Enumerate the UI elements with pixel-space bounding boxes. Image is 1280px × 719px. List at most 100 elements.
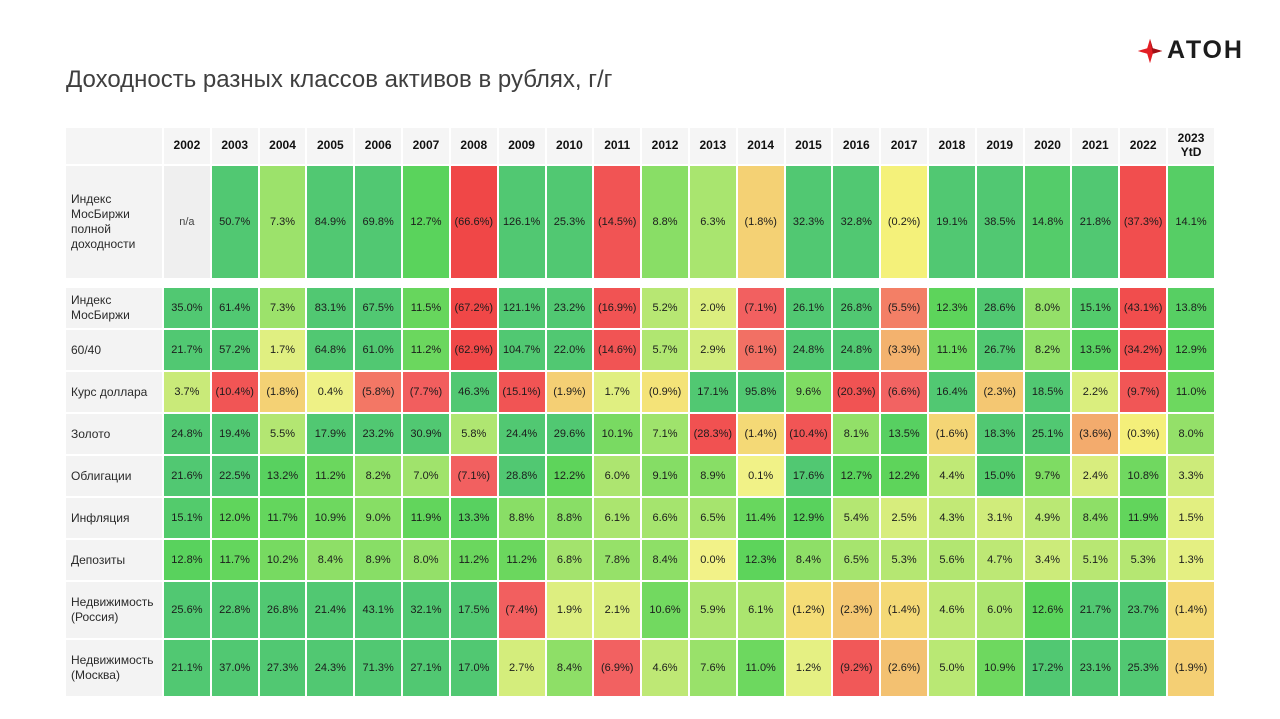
heatmap-cell: (6.6%) (881, 372, 927, 412)
heatmap-cell: 12.6% (1024, 582, 1071, 638)
heatmap-cell: 22.5% (211, 456, 258, 496)
heatmap-cell: 11.2% (498, 540, 545, 580)
heatmap-cell: 28.6% (976, 288, 1023, 328)
heatmap-cell: 5.6% (929, 540, 975, 580)
heatmap-cell: 11.9% (1120, 498, 1167, 538)
heatmap-cell: (1.8%) (737, 166, 784, 278)
heatmap-cell: 6.0% (976, 582, 1023, 638)
heatmap-cell: 69.8% (355, 166, 402, 278)
column-header: 2019 (976, 128, 1023, 164)
brand-name: АТОН (1167, 36, 1244, 64)
column-header: 2021 (1072, 128, 1119, 164)
heatmap-cell: (66.6%) (450, 166, 497, 278)
heatmap-cell: 3.7% (164, 372, 210, 412)
heatmap-cell: 6.1% (737, 582, 784, 638)
heatmap-cell: 84.9% (307, 166, 354, 278)
heatmap-cell: (7.7%) (403, 372, 449, 412)
heatmap-cell: 11.0% (1168, 372, 1214, 412)
column-header: 2010 (546, 128, 593, 164)
heatmap-cell: (7.4%) (498, 582, 545, 638)
table-row: Недвижимость (Москва) 21.1% 37.0% 27.3% 24.3… (66, 640, 1214, 696)
column-header: 2017 (881, 128, 927, 164)
row-label: 60/40 (66, 330, 162, 370)
heatmap-cell: (3.3%) (881, 330, 927, 370)
heatmap-cell: 24.8% (785, 330, 832, 370)
column-header: 2014 (737, 128, 784, 164)
heatmap-cell: 11.0% (737, 640, 784, 696)
heatmap-cell: 8.9% (355, 540, 402, 580)
heatmap-cell: 21.8% (1072, 166, 1119, 278)
heatmap-cell: 13.2% (259, 456, 306, 496)
heatmap-cell: 11.7% (259, 498, 306, 538)
heatmap-cell: 8.0% (1024, 288, 1071, 328)
heatmap-cell: 17.1% (689, 372, 736, 412)
heatmap-cell: 26.8% (833, 288, 880, 328)
heatmap-cell: (28.3%) (689, 414, 736, 454)
heatmap-cell: 22.8% (211, 582, 258, 638)
aton-star-icon (1137, 38, 1163, 63)
column-header: 2011 (594, 128, 641, 164)
heatmap-cell: 21.4% (307, 582, 354, 638)
heatmap-cell: 24.4% (498, 414, 545, 454)
heatmap-cell: 8.9% (689, 456, 736, 496)
heatmap-cell: (37.3%) (1120, 166, 1167, 278)
heatmap-cell: 23.1% (1072, 640, 1119, 696)
table-row: Курс доллара 3.7% (10.4%) (1.8%) 0.4% (5.8%)(… (66, 372, 1214, 412)
heatmap-cell: 30.9% (403, 414, 449, 454)
heatmap-cell: 6.5% (833, 540, 880, 580)
heatmap-cell: 5.3% (881, 540, 927, 580)
spacer-row (66, 280, 1214, 286)
heatmap-cell: 0.4% (307, 372, 354, 412)
heatmap-cell: 2.7% (498, 640, 545, 696)
heatmap-cell: (1.8%) (259, 372, 306, 412)
heatmap-cell: 7.0% (403, 456, 449, 496)
heatmap-cell: (7.1%) (450, 456, 497, 496)
heatmap-cell: 23.2% (546, 288, 593, 328)
heatmap-cell: (1.4%) (881, 582, 927, 638)
row-label: Индекс МосБиржи (66, 288, 162, 328)
heatmap-cell: 12.9% (1168, 330, 1214, 370)
heatmap-cell: (15.1%) (498, 372, 545, 412)
heatmap-cell: (1.9%) (546, 372, 593, 412)
heatmap-cell: 57.2% (211, 330, 258, 370)
heatmap-cell: 17.2% (1024, 640, 1071, 696)
heatmap-cell: 5.2% (642, 288, 688, 328)
heatmap-cell: 23.7% (1120, 582, 1167, 638)
heatmap-cell: (2.3%) (833, 582, 880, 638)
heatmap-cell: (62.9%) (450, 330, 497, 370)
heatmap-cell: 13.5% (1072, 330, 1119, 370)
returns-heatmap: 2002 2003 2004 2005 2006 2007 2008 2009 2010 2011… (64, 126, 1216, 698)
heatmap-cell: 10.9% (976, 640, 1023, 696)
heatmap-cell: 50.7% (211, 166, 258, 278)
heatmap-cell: 1.3% (1168, 540, 1214, 580)
heatmap-cell: 24.3% (307, 640, 354, 696)
heatmap-cell: (0.9%) (642, 372, 688, 412)
heatmap-cell: 32.3% (785, 166, 832, 278)
heatmap-cell: 21.6% (164, 456, 210, 496)
heatmap-cell: 5.0% (929, 640, 975, 696)
heatmap-cell: (2.6%) (881, 640, 927, 696)
column-header: 2006 (355, 128, 402, 164)
table-row: Недвижимость (Россия) 25.6% 22.8% 26.8% 21.4… (66, 582, 1214, 638)
heatmap-cell: 19.1% (929, 166, 975, 278)
heatmap-cell: 12.2% (881, 456, 927, 496)
heatmap-cell: 13.5% (881, 414, 927, 454)
heatmap-cell: 6.1% (594, 498, 641, 538)
table-row: Депозиты 12.8% 11.7% 10.2% 8.4% 8.9% 8.0% 11.2%… (66, 540, 1214, 580)
heatmap-cell: 26.1% (785, 288, 832, 328)
heatmap-cell: 95.8% (737, 372, 784, 412)
column-header: 2016 (833, 128, 880, 164)
heatmap-cell: 9.1% (642, 456, 688, 496)
heatmap-cell: (5.5%) (881, 288, 927, 328)
heatmap-cell: 37.0% (211, 640, 258, 696)
heatmap-cell: 18.3% (976, 414, 1023, 454)
heatmap-cell: 10.8% (1120, 456, 1167, 496)
row-label: Недвижимость (Москва) (66, 640, 162, 696)
heatmap-cell: (3.6%) (1072, 414, 1119, 454)
heatmap-cell: 18.5% (1024, 372, 1071, 412)
heatmap-cell: 7.3% (259, 166, 306, 278)
heatmap-cell: 11.2% (450, 540, 497, 580)
heatmap-cell: (1.6%) (929, 414, 975, 454)
heatmap-cell: 2.5% (881, 498, 927, 538)
heatmap-cell: (67.2%) (450, 288, 497, 328)
